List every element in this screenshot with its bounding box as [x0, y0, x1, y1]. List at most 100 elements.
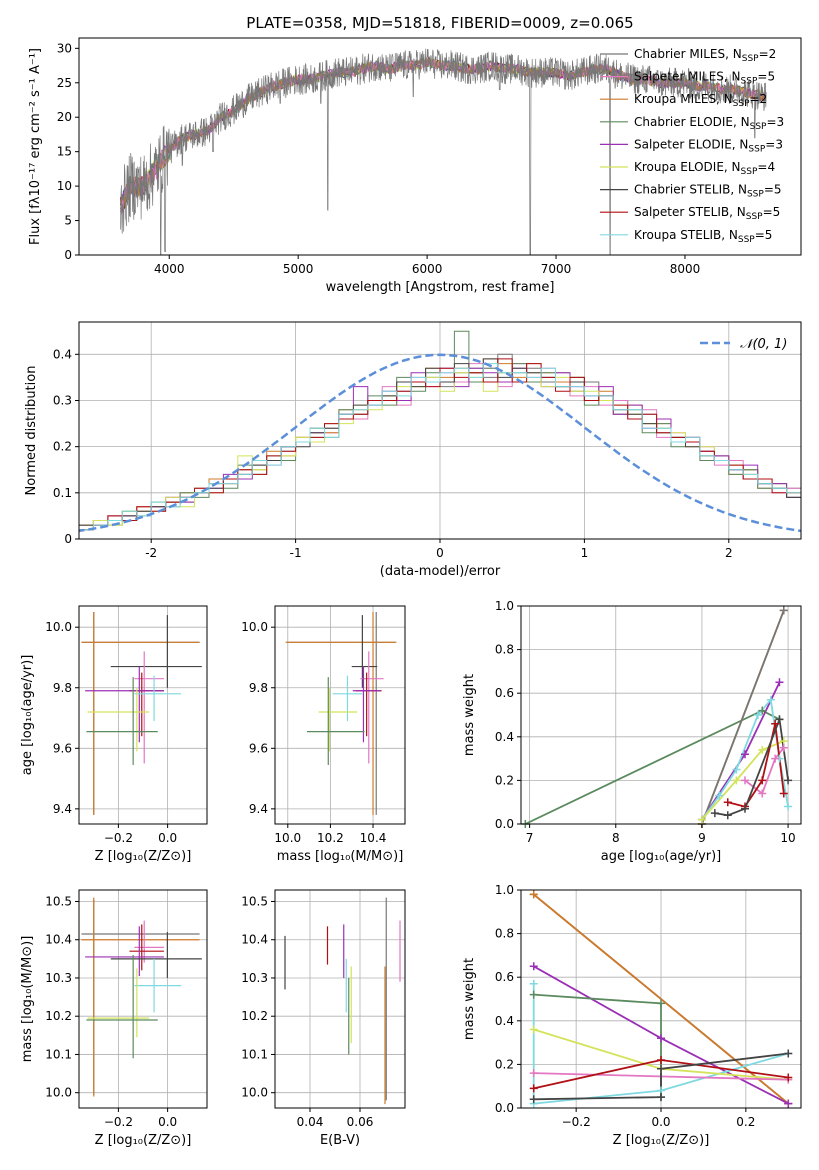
- x-tick-label: 0.0: [158, 831, 177, 845]
- plot-area: [81, 612, 202, 815]
- legend-entry: 𝒩(0, 1): [740, 337, 787, 352]
- histogram-series: [79, 358, 801, 531]
- axes-frame: [520, 605, 802, 825]
- legend-subscript: SSP: [733, 99, 750, 109]
- histogram-series: [79, 358, 801, 531]
- y-axis-label: age [log₁₀(age/yr)]: [20, 655, 35, 776]
- y-tick-label: 9.4: [249, 802, 268, 816]
- x-axis-label: Z [log₁₀(Z/Z⊙)]: [613, 1133, 710, 1148]
- weight-marker: [715, 791, 724, 800]
- x-tick-label: 7000: [541, 262, 572, 276]
- x-tick-label: 10: [780, 831, 795, 845]
- y-tick-label: 10.2: [45, 1009, 72, 1023]
- legend-value: =5: [755, 228, 773, 242]
- y-axis-label: mass weight: [462, 958, 477, 1040]
- x-tick-label: 2: [725, 546, 733, 560]
- weight-marker: [766, 695, 775, 704]
- x-tick-label: 1: [581, 546, 589, 560]
- weight-marker: [741, 804, 749, 813]
- x-axis-label: age [log₁₀(age/yr)]: [601, 849, 722, 864]
- weight-line: [533, 1052, 789, 1101]
- weight-marker: [732, 765, 741, 774]
- y-tick-label: 30: [57, 41, 72, 55]
- y-tick-label: 0: [64, 248, 72, 262]
- x-tick-label: 8000: [670, 262, 701, 276]
- histogram-series: [79, 330, 801, 531]
- y-axis-label: Normed distribution: [24, 366, 39, 496]
- weight-line: [533, 993, 662, 1098]
- chart-spectrum: Chabrier MILES, NSSP=2 Salpeter MILES, NS…: [28, 37, 802, 295]
- y-tick-label: 10.4: [45, 933, 72, 947]
- y-tick-label: 0.6: [495, 686, 514, 700]
- weight-marker: [657, 1064, 665, 1073]
- x-tick-label: 10.4: [360, 831, 387, 845]
- weight-marker: [741, 750, 749, 759]
- histogram-series: [79, 358, 801, 531]
- y-tick-label: 0.4: [53, 347, 72, 361]
- weight-line: [701, 740, 785, 821]
- legend-entry: Kroupa STELIB, NSSP=5: [634, 228, 772, 245]
- weight-marker: [529, 1084, 538, 1093]
- legend-value: =2: [750, 92, 768, 106]
- chart-massweight_vs_Z: −0.2 0.0 0.2 0.0 0.2 0.4 0.6 0.8 1.0 Z [log₁₀(Z/Z…: [462, 883, 802, 1148]
- weight-marker: [758, 776, 767, 785]
- weight-marker: [723, 798, 732, 807]
- weight-marker: [529, 890, 538, 899]
- legend-subscript: SSP: [750, 122, 767, 132]
- legend-value: =2: [759, 47, 777, 61]
- y-axis-label: mass weight: [462, 674, 477, 756]
- y-tick-label: 0.1: [53, 486, 72, 500]
- y-tick-label: 10.0: [241, 620, 268, 634]
- chart-age_vs_Z: −0.2 0.0 9.4 9.6 9.8 10.0 Z [log₁₀(Z/Z⊙)] age […: [20, 605, 208, 864]
- chart-mass_vs_ebv: 0.04 0.06 10.0 10.1 10.2 10.3 10.4 10.5 E(B-V): [241, 889, 406, 1148]
- y-tick-label: 15: [57, 145, 72, 159]
- weight-marker: [779, 789, 788, 798]
- y-tick-label: 1.0: [495, 599, 514, 613]
- weight-marker: [758, 789, 767, 798]
- weight-marker: [529, 1025, 538, 1034]
- y-tick-label: 9.6: [249, 741, 268, 755]
- weight-marker: [771, 719, 780, 728]
- y-tick-label: 9.8: [53, 681, 72, 695]
- weight-marker: [784, 1099, 793, 1108]
- plot-area: [524, 610, 789, 824]
- y-tick-label: 0.4: [495, 730, 514, 744]
- y-tick-label: 10.5: [241, 894, 268, 908]
- x-tick-label: 5000: [283, 262, 314, 276]
- weight-marker: [529, 1069, 538, 1078]
- legend-value: =3: [765, 137, 783, 151]
- weight-marker: [775, 715, 784, 724]
- legend-subscript: SSP: [748, 144, 765, 154]
- legend-entry: Chabrier STELIB, NSSP=5: [634, 183, 782, 200]
- y-tick-label: 10: [57, 179, 72, 193]
- y-tick-label: 0.2: [53, 440, 72, 454]
- legend-value: =5: [763, 205, 781, 219]
- chart-residuals: 𝒩(0, 1) -2 -1 0 1 2 0 0.1 0.2 0.3 0.4 (data-model)/…: [24, 321, 802, 579]
- legend-entry: Chabrier MILES, NSSP=2: [634, 47, 776, 64]
- x-tick-label: 0.0: [158, 1115, 177, 1129]
- y-tick-label: 9.4: [53, 802, 72, 816]
- axes-frame: [274, 889, 406, 1109]
- weight-marker: [529, 979, 538, 988]
- weight-marker: [657, 1034, 665, 1043]
- x-tick-label: −0.2: [104, 831, 133, 845]
- x-axis-label: mass [log₁₀(M/M⊙)]: [277, 849, 404, 864]
- x-tick-label: 4000: [154, 262, 185, 276]
- chart-mass_vs_Z: −0.2 0.0 10.0 10.1 10.2 10.3 10.4 10.5 Z [log₁₀(…: [20, 889, 208, 1148]
- legend-subscript: SSP: [747, 190, 764, 200]
- chart-age_vs_mass: 10.0 10.2 10.4 9.4 9.6 9.8 10.0 mass [log₁₀(M/M…: [241, 605, 406, 864]
- legend-entry: Salpeter STELIB, NSSP=5: [634, 205, 780, 222]
- chart-legend: Chabrier MILES, NSSP=2 Salpeter MILES, NS…: [600, 47, 784, 245]
- x-axis-label: Z [log₁₀(Z/Z⊙)]: [95, 849, 192, 864]
- y-tick-label: 20: [57, 110, 72, 124]
- y-tick-label: 5: [64, 214, 72, 228]
- weight-marker: [697, 815, 706, 824]
- x-tick-label: 0.06: [347, 1115, 374, 1129]
- legend-subscript: SSP: [738, 235, 755, 245]
- y-tick-label: 0.0: [495, 817, 514, 831]
- y-tick-label: 10.1: [45, 1047, 72, 1061]
- legend-subscript: SSP: [742, 54, 759, 64]
- y-tick-label: 0.3: [53, 393, 72, 407]
- weight-marker: [741, 776, 749, 785]
